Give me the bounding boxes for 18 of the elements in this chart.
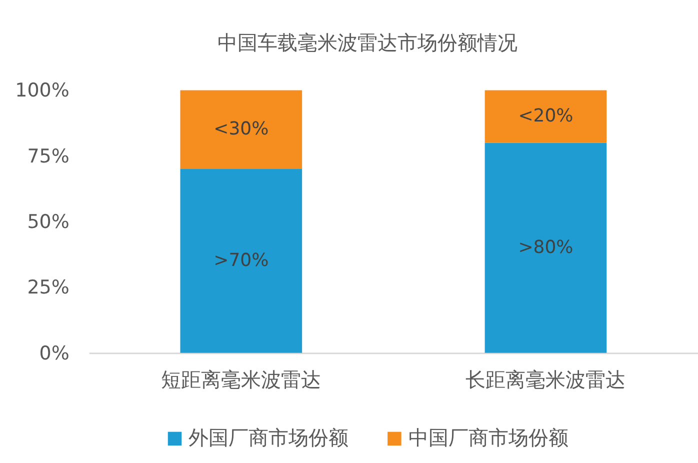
legend-label: 中国厂商市场份额 [408, 426, 568, 450]
data-label: >80% [518, 236, 574, 258]
x-tick-label: 短距离毫米波雷达 [161, 367, 322, 392]
data-label: <30% [214, 118, 269, 140]
y-tick-label: 100% [15, 80, 70, 102]
x-tick-label: 长距离毫米波雷达 [466, 367, 626, 392]
y-tick-label: 0% [39, 342, 70, 364]
bar [180, 90, 302, 169]
y-tick-label: 75% [27, 145, 70, 168]
bar [484, 90, 607, 143]
data-label: >70% [214, 250, 269, 271]
bar [484, 142, 607, 353]
chart-title: 中国车载毫米波雷达市场份额情况 [217, 30, 518, 54]
bar [180, 168, 302, 353]
legend-label: 外国厂商市场份额 [188, 426, 349, 450]
y-tick-label: 50% [27, 210, 70, 233]
y-tick-label: 25% [27, 276, 70, 299]
data-label: <20% [518, 105, 574, 126]
